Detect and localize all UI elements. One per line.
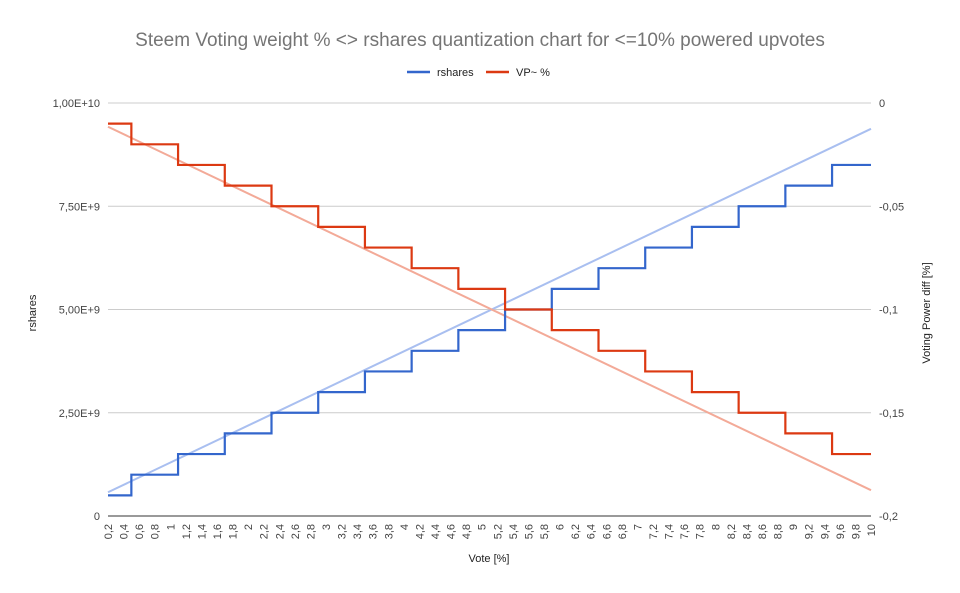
x-tick-label: 1,8 — [228, 524, 240, 539]
x-tick-label: 9,6 — [835, 524, 847, 539]
left-tick-label: 7,50E+9 — [59, 201, 100, 213]
legend: rshares VP~ % — [407, 67, 550, 79]
right-tick-label: 0 — [879, 98, 885, 110]
x-tick-label: 7,2 — [648, 524, 660, 539]
right-axis-ticks: 0 -0,05 -0,1 -0,15 -0,2 — [879, 98, 904, 523]
x-tick-label: 2,8 — [305, 524, 317, 539]
right-tick-label: -0,15 — [879, 408, 904, 420]
x-tick-label: 5 — [477, 524, 489, 530]
x-tick-label: 7,4 — [664, 524, 676, 539]
left-axis-label: rshares — [27, 294, 39, 331]
left-tick-label: 0 — [94, 511, 100, 523]
x-tick-label: 8,6 — [757, 524, 769, 539]
x-tick-label: 4,2 — [414, 524, 426, 539]
right-tick-label: -0,05 — [879, 201, 904, 213]
x-tick-label: 8 — [710, 524, 722, 530]
x-tick-label: 9,8 — [850, 524, 862, 539]
trendlines — [107, 125, 872, 494]
x-tick-label: 6 — [555, 524, 567, 530]
right-tick-label: -0,1 — [879, 305, 898, 317]
x-tick-label: 0,4 — [119, 524, 131, 539]
x-tick-label: 9 — [788, 524, 800, 530]
series-lines — [108, 122, 871, 497]
series-line-vp — [108, 122, 871, 456]
x-tick-label: 3,6 — [368, 524, 380, 539]
x-tick-label: 9,4 — [819, 524, 831, 539]
x-tick-label: 4,4 — [430, 524, 442, 539]
x-tick-label: 1 — [165, 524, 177, 530]
x-axis-ticks: 0,2 0,4 0,6 0,8 1 1,2 1,4 1,6 1,8 2 2,2 2,4 2,6 2,8 3 3… — [103, 524, 878, 539]
x-tick-label: 3 — [321, 524, 333, 530]
x-tick-label: 7,6 — [679, 524, 691, 539]
right-axis-label: Voting Power diff [%] — [921, 262, 933, 363]
chart-title: Steem Voting weight % <> rshares quantiz… — [135, 30, 825, 51]
left-tick-label: 1,00E+10 — [53, 98, 100, 110]
x-axis-label: Vote [%] — [469, 553, 510, 565]
x-tick-label: 5,6 — [523, 524, 535, 539]
series-line-rshares — [108, 163, 871, 497]
x-tick-label: 1,4 — [196, 524, 208, 539]
legend-label-rshares: rshares — [437, 67, 474, 79]
x-tick-label: 9,2 — [804, 524, 816, 539]
x-tick-label: 4 — [399, 524, 411, 530]
left-axis-ticks: 0 2,50E+9 5,00E+9 7,50E+9 1,00E+10 — [53, 98, 100, 523]
x-tick-label: 2,4 — [274, 524, 286, 539]
x-tick-label: 3,4 — [352, 524, 364, 539]
left-tick-label: 2,50E+9 — [59, 408, 100, 420]
x-tick-label: 6,4 — [586, 524, 598, 539]
x-tick-label: 4,8 — [461, 524, 473, 539]
x-tick-label: 8,2 — [726, 524, 738, 539]
x-tick-label: 5,4 — [508, 524, 520, 539]
trendline-vp — [107, 125, 872, 492]
x-tick-label: 8,4 — [741, 524, 753, 539]
x-tick-label: 7,8 — [695, 524, 707, 539]
x-tick-label: 8,8 — [773, 524, 785, 539]
x-tick-label: 2 — [243, 524, 255, 530]
trendline-rshares — [107, 127, 872, 494]
x-tick-label: 4,6 — [446, 524, 458, 539]
x-tick-label: 2,2 — [259, 524, 271, 539]
right-tick-label: -0,2 — [879, 511, 898, 523]
x-tick-label: 10 — [866, 524, 878, 536]
x-tick-label: 7 — [632, 524, 644, 530]
x-tick-label: 0,6 — [134, 524, 146, 539]
legend-label-vp: VP~ % — [516, 67, 550, 79]
x-tick-label: 3,2 — [337, 524, 349, 539]
x-tick-label: 6,8 — [617, 524, 629, 539]
x-tick-label: 2,6 — [290, 524, 302, 539]
x-tick-label: 5,2 — [492, 524, 504, 539]
x-tick-label: 5,8 — [539, 524, 551, 539]
x-tick-label: 1,6 — [212, 524, 224, 539]
x-tick-label: 3,8 — [383, 524, 395, 539]
x-tick-label: 0,8 — [150, 524, 162, 539]
left-tick-label: 5,00E+9 — [59, 305, 100, 317]
x-tick-label: 1,2 — [181, 524, 193, 539]
x-tick-label: 6,6 — [601, 524, 613, 539]
x-tick-label: 6,2 — [570, 524, 582, 539]
x-tick-label: 0,2 — [103, 524, 115, 539]
